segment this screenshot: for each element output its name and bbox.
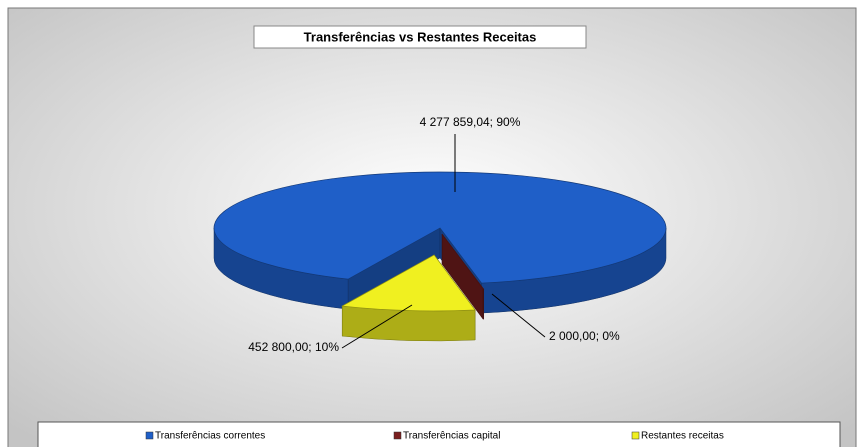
data-label: 2 000,00; 0% — [549, 329, 620, 343]
data-label: 452 800,00; 10% — [248, 340, 339, 354]
slice-side — [482, 288, 484, 320]
legend-swatch — [145, 431, 154, 440]
legend-swatch — [393, 431, 402, 440]
pie — [213, 171, 667, 342]
legend — [37, 421, 841, 447]
leader-line — [491, 293, 546, 338]
legend-label: Restantes receitas — [641, 431, 724, 442]
leader-line — [341, 304, 413, 349]
chart-title: Transferências vs Restantes Receitas — [304, 29, 537, 44]
slice — [341, 254, 476, 312]
data-label: 4 277 859,04; 90% — [420, 115, 521, 129]
slice — [441, 233, 485, 290]
legend-swatch — [631, 431, 640, 440]
legend-label: Transferências capital — [403, 431, 500, 442]
slice — [213, 171, 667, 284]
legend-label: Transferências correntes — [155, 431, 265, 442]
title-box — [253, 25, 587, 49]
